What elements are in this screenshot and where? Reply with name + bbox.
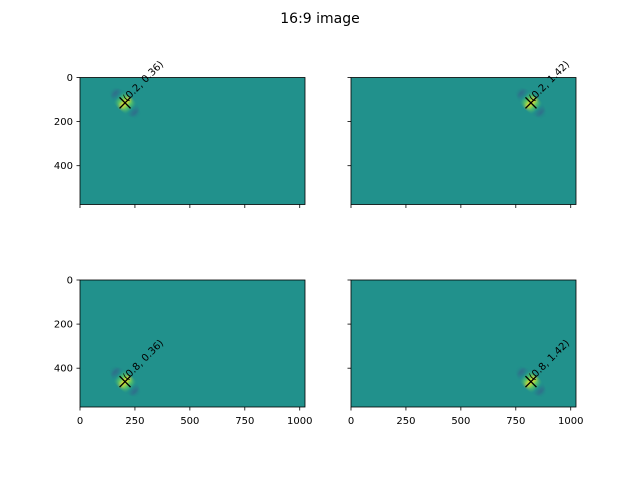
x-tick-label: 1000: [558, 416, 583, 427]
point-marker: [119, 375, 132, 388]
axes-frame: [79, 279, 306, 408]
x-tick-label: 0: [348, 416, 354, 427]
figure-title: 16:9 image: [280, 11, 360, 27]
point-marker: [119, 96, 132, 109]
y-tick-label: 400: [54, 161, 73, 172]
x-tick-label: 500: [451, 416, 470, 427]
x-tick-label: 750: [235, 416, 254, 427]
axes-frame: [350, 77, 577, 205]
x-tick-label: 0: [77, 416, 83, 427]
y-tick-label: 200: [54, 117, 73, 128]
x-tick-label: 250: [125, 416, 144, 427]
subplot-2: (0.2, 1.42): [347, 59, 577, 208]
x-tick-label: 750: [506, 416, 525, 427]
point-marker: [524, 375, 537, 388]
x-tick-label: 1000: [287, 416, 312, 427]
subplot-4: 0 250 500 750 1000(0.8, 1.42): [347, 279, 583, 427]
x-tick-label: 500: [180, 416, 199, 427]
x-tick-label: 250: [396, 416, 415, 427]
y-tick-label: 0: [67, 276, 73, 287]
axes-frame: [79, 77, 306, 205]
axes-frame: [350, 279, 577, 408]
image-field: [80, 280, 305, 407]
y-tick-label: 200: [54, 320, 73, 331]
y-tick-label: 0: [67, 73, 73, 84]
y-tick-label: 400: [54, 364, 73, 375]
point-marker: [524, 96, 537, 109]
